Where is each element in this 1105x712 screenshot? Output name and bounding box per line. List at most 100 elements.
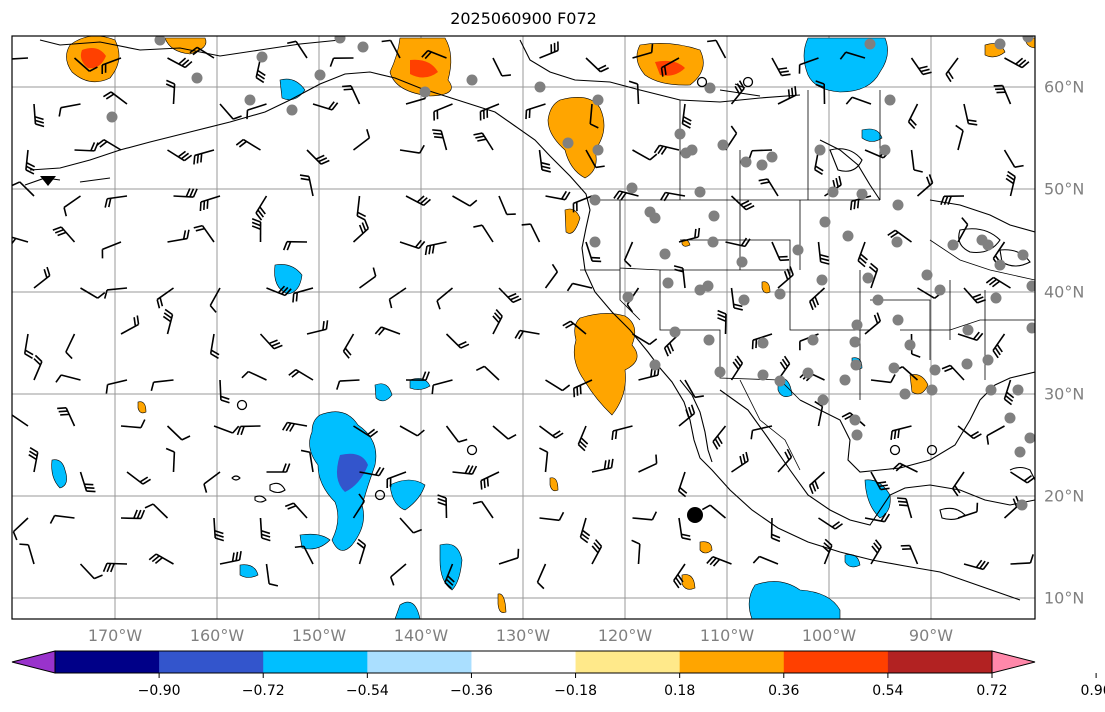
wind-barb (12, 517, 29, 541)
station-dot (774, 375, 786, 387)
wind-barb (963, 559, 990, 571)
station-dot (589, 236, 601, 248)
wind-barb (52, 226, 76, 243)
station-dot (562, 137, 574, 149)
station-dot (817, 394, 829, 406)
wind-barb (638, 454, 658, 473)
wind-barb (857, 241, 868, 268)
wind-barb (585, 149, 605, 169)
station-dot (816, 274, 828, 286)
wind-barb (203, 471, 221, 493)
wind-barb (892, 462, 918, 473)
colorbar-tick-label: −0.72 (241, 683, 285, 699)
colorbar-tick-label: −0.90 (137, 683, 181, 699)
wind-barb (539, 511, 565, 522)
longitude-label: 130°W (495, 626, 551, 645)
wind-barb (611, 425, 633, 440)
wind-barb (424, 241, 447, 256)
wind-barb (57, 407, 76, 427)
wind-barb (165, 447, 176, 473)
wind-barb (544, 263, 559, 289)
wind-barb (777, 448, 793, 473)
wind-barb (870, 539, 882, 565)
wind-barb (707, 39, 727, 59)
wind-barb (632, 43, 654, 59)
wind-barb (632, 511, 658, 521)
station-dot (884, 94, 896, 106)
wind-barb (259, 333, 283, 350)
wind-barb (730, 195, 755, 211)
wind-barb (353, 129, 371, 151)
wind-barb (156, 287, 174, 309)
colorbar-segment (263, 651, 368, 673)
wind-barb (539, 447, 549, 473)
wind-barb (213, 517, 225, 542)
wind-barb (342, 333, 355, 359)
station-dot (244, 94, 256, 106)
station-dot (694, 186, 706, 198)
station-dot (592, 144, 604, 156)
colorbar-extend-low (11, 650, 56, 674)
wind-barb (63, 195, 81, 217)
wind-barb (359, 466, 385, 477)
station-markers (106, 36, 1035, 511)
coastlines (24, 39, 1035, 601)
wind-barb (777, 86, 797, 105)
wind-barb (475, 365, 500, 381)
wind-barb (572, 379, 593, 398)
wind-barb (284, 502, 308, 519)
station-dot (934, 284, 946, 296)
station-dot (814, 144, 826, 156)
wind-barb (673, 563, 686, 589)
wind-barb (336, 379, 360, 390)
station-dot (888, 362, 900, 374)
wind-barb (173, 188, 198, 198)
wind-barb (287, 40, 308, 59)
station-dot (849, 336, 861, 348)
station-dot (1022, 36, 1034, 43)
wind-barb (342, 85, 361, 105)
wind-barb (771, 57, 791, 77)
wind-barb (126, 471, 151, 485)
wind-barb (514, 329, 540, 340)
latitude-label: 50°N (1044, 179, 1085, 199)
station-dot (592, 94, 604, 106)
wind-barb (473, 132, 494, 151)
wind-barb (660, 191, 686, 202)
wind-barb (353, 425, 379, 438)
latitude-label: 20°N (1044, 486, 1085, 506)
station-dot (669, 326, 681, 338)
wind-barb (585, 241, 602, 263)
station-dot (314, 69, 326, 81)
wind-barb (910, 149, 923, 173)
station-dot (994, 259, 1006, 271)
wind-barb (101, 241, 122, 259)
wind-barb (770, 517, 781, 543)
station-dot (106, 111, 118, 123)
station-dot (982, 239, 994, 251)
wind-barb (730, 355, 744, 381)
station-dot (850, 359, 862, 371)
wind-barb (421, 49, 447, 60)
station-dot (961, 358, 973, 370)
wind-barb (306, 149, 330, 165)
wind-barb (479, 103, 500, 121)
wind-barb (120, 509, 146, 520)
wind-barb (259, 517, 271, 542)
colorbar-tick-label: 0.90 (1080, 683, 1105, 699)
colorbar-segment (783, 651, 889, 673)
wind-barb (717, 309, 727, 335)
wind-barb (405, 195, 431, 207)
station-dot (929, 364, 941, 376)
wind-barb (822, 538, 833, 565)
colorbar-segment (159, 651, 264, 673)
wind-barb (758, 178, 779, 197)
wind-barb (472, 500, 494, 519)
station-dot (680, 147, 692, 159)
latitude-label: 60°N (1044, 77, 1085, 97)
longitude-label: 120°W (597, 626, 653, 645)
wind-barb (730, 287, 743, 311)
wind-barb (900, 544, 919, 565)
station-dot (708, 210, 720, 222)
wind-barb (870, 471, 890, 491)
